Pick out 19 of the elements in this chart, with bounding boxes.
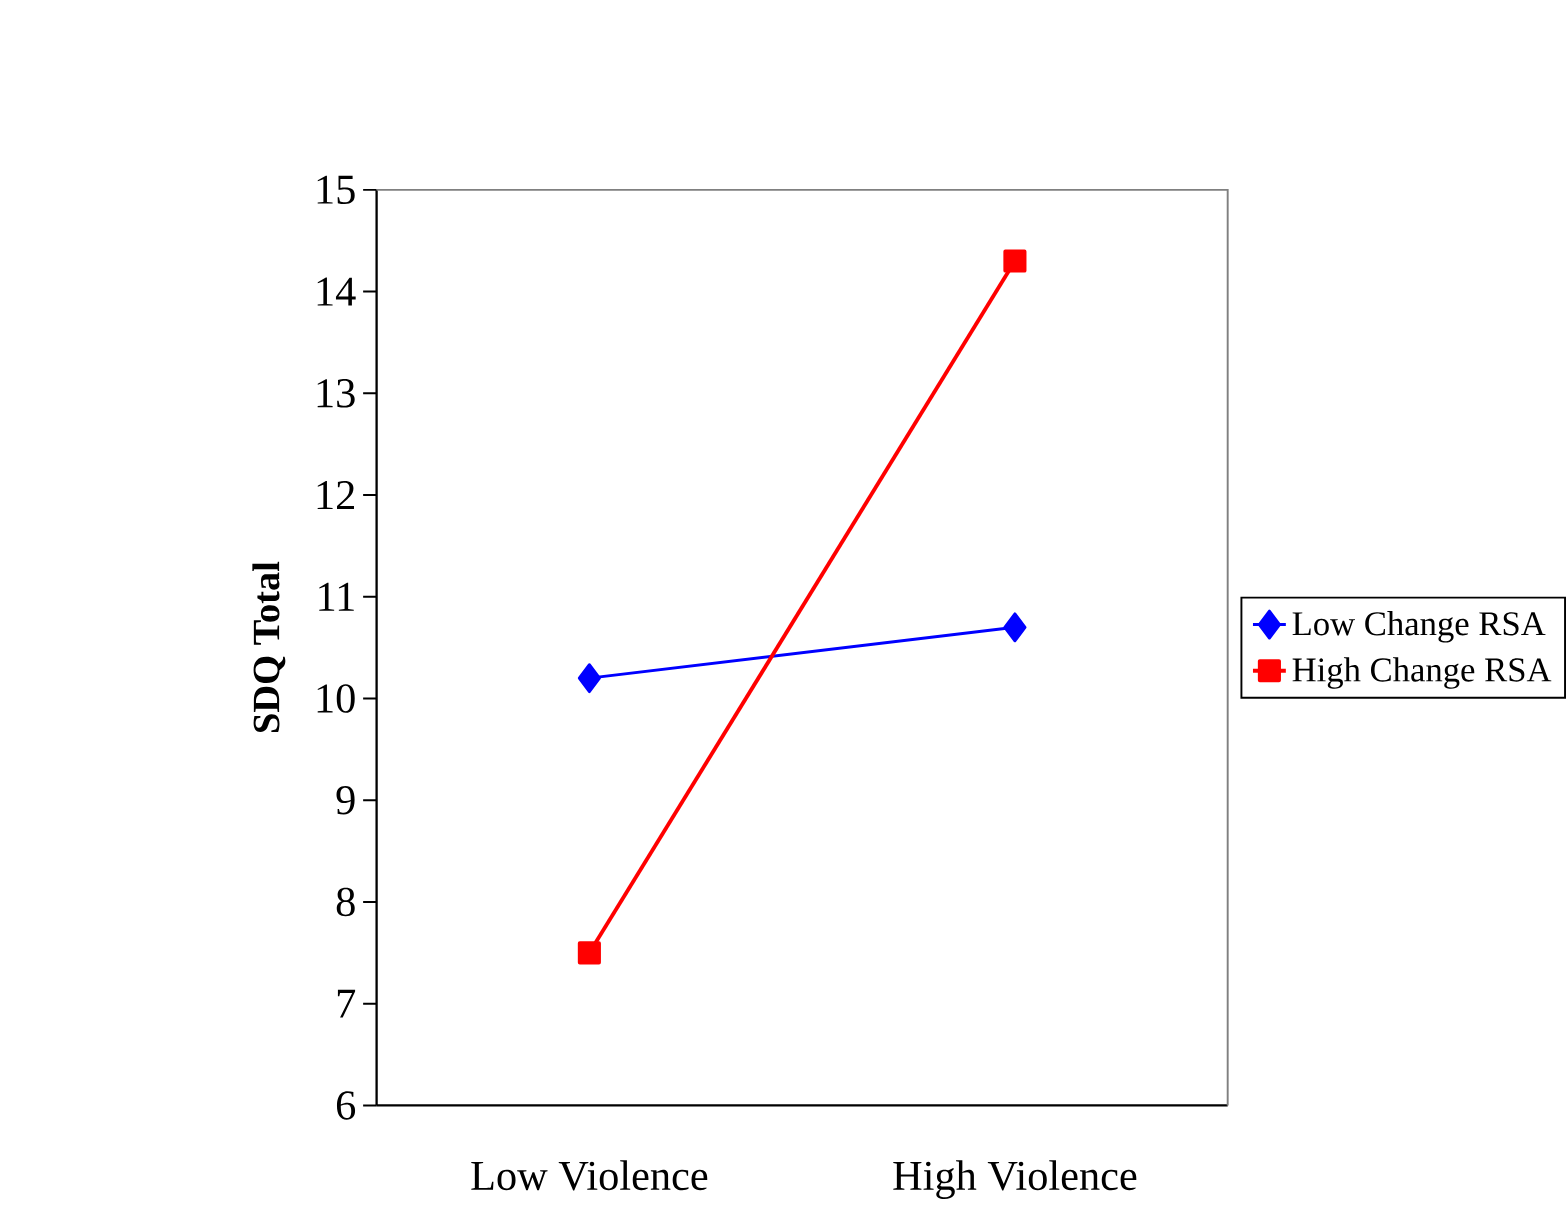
y-tick-label: 14: [317, 277, 356, 306]
point: [1003, 612, 1027, 643]
y-tick-label: 11: [319, 582, 354, 611]
y-tick-label: 13: [317, 378, 355, 408]
legend-label: High Change RSA: [1292, 657, 1552, 689]
y-tick-label: 6: [336, 1091, 356, 1120]
x-tick-label: High Violence: [893, 1160, 1137, 1199]
y-tick-label: 7: [337, 989, 356, 1018]
point: [1003, 249, 1027, 273]
y-tick-label: 10: [317, 684, 355, 713]
y-tick-label: 9: [336, 785, 355, 815]
point: [577, 663, 601, 693]
y-tick-label: 12: [317, 480, 354, 509]
y-axis-title: SDQ Total: [252, 561, 286, 732]
x-tick-label: Low Violence: [471, 1160, 708, 1191]
point: [577, 941, 601, 965]
y-tick-label: 15: [317, 175, 355, 204]
legend-label: Low Change RSA: [1292, 610, 1546, 643]
y-tick-label: 8: [336, 887, 355, 917]
